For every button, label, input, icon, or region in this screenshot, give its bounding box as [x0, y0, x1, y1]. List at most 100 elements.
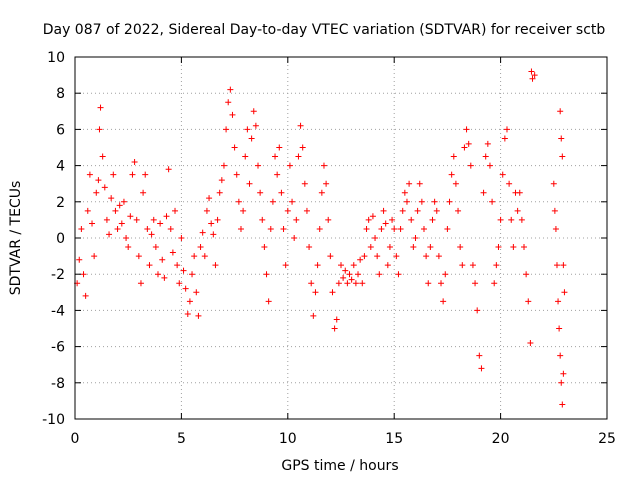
data-point: [144, 225, 151, 232]
data-point: [429, 216, 436, 223]
data-point: [93, 189, 100, 196]
data-point: [189, 271, 196, 278]
data-point: [191, 253, 198, 260]
data-point: [306, 244, 313, 251]
data-point: [560, 262, 567, 269]
data-point: [403, 198, 410, 205]
data-point: [78, 225, 85, 232]
data-point: [501, 135, 508, 142]
data-point: [355, 271, 362, 278]
data-point: [129, 171, 136, 178]
data-point: [503, 126, 510, 133]
data-point: [280, 225, 287, 232]
data-point: [414, 207, 421, 214]
data-point: [376, 271, 383, 278]
data-point: [557, 108, 564, 115]
data-point: [495, 244, 502, 251]
data-point: [103, 216, 110, 223]
data-point: [148, 231, 155, 238]
data-point: [393, 253, 400, 260]
data-point: [550, 180, 557, 187]
data-point: [91, 253, 98, 260]
data-point: [127, 213, 134, 220]
data-point: [112, 207, 119, 214]
data-point: [482, 153, 489, 160]
data-point: [161, 274, 168, 281]
data-point: [269, 198, 276, 205]
data-point: [455, 207, 462, 214]
data-point: [227, 86, 234, 93]
data-point: [257, 189, 264, 196]
data-point: [391, 225, 398, 232]
data-point: [444, 225, 451, 232]
axis-ticks: 0 5 10 15 20 25 -10 -8 -6 -4 -2 0 2 4 6 8 10: [42, 50, 616, 447]
data-point: [531, 72, 538, 79]
data-point: [131, 158, 138, 165]
data-point: [528, 68, 535, 75]
data-point: [389, 216, 396, 223]
data-point: [472, 280, 479, 287]
data-point: [282, 262, 289, 269]
data-point: [199, 229, 206, 236]
data-point: [95, 177, 102, 184]
data-point: [557, 352, 564, 359]
data-point: [382, 220, 389, 227]
data-point: [491, 280, 498, 287]
data-point: [229, 111, 236, 118]
data-point: [561, 289, 568, 296]
data-point: [560, 370, 567, 377]
data-point: [303, 207, 310, 214]
data-point: [312, 289, 319, 296]
data-point: [523, 271, 530, 278]
data-point: [167, 225, 174, 232]
x-tick-label: 20: [492, 431, 510, 447]
grid: [75, 57, 607, 419]
data-point: [108, 195, 115, 202]
data-point: [480, 189, 487, 196]
data-point: [551, 207, 558, 214]
data-point: [261, 244, 268, 251]
data-point: [361, 253, 368, 260]
data-point: [320, 162, 327, 169]
data-point: [142, 171, 149, 178]
x-tick-label: 0: [71, 431, 80, 447]
data-point: [344, 280, 351, 287]
data-point: [420, 225, 427, 232]
data-point: [461, 144, 468, 151]
data-point: [276, 144, 283, 151]
data-point: [154, 271, 161, 278]
data-point: [506, 180, 513, 187]
y-tick-label: 10: [47, 50, 65, 66]
data-point: [174, 262, 181, 269]
data-point: [116, 202, 123, 209]
data-point: [410, 244, 417, 251]
y-tick-label: -2: [51, 267, 65, 283]
data-point: [96, 126, 103, 133]
data-point: [465, 140, 472, 147]
data-point: [272, 153, 279, 160]
data-point: [552, 225, 559, 232]
data-point: [435, 253, 442, 260]
data-point: [186, 298, 193, 305]
data-point: [431, 198, 438, 205]
data-point: [423, 253, 430, 260]
data-point: [225, 99, 232, 106]
data-point: [438, 280, 445, 287]
data-point: [446, 198, 453, 205]
data-point: [367, 244, 374, 251]
data-point: [172, 207, 179, 214]
data-point: [125, 244, 132, 251]
data-point: [529, 75, 536, 82]
data-point: [165, 166, 172, 173]
data-point: [80, 271, 87, 278]
data-point: [110, 171, 117, 178]
data-point: [212, 262, 219, 269]
y-tick-label: 4: [56, 159, 65, 175]
data-point: [558, 135, 565, 142]
data-point: [427, 244, 434, 251]
data-point: [86, 171, 93, 178]
data-point: [137, 280, 144, 287]
data-point: [163, 213, 170, 220]
data-point: [476, 352, 483, 359]
